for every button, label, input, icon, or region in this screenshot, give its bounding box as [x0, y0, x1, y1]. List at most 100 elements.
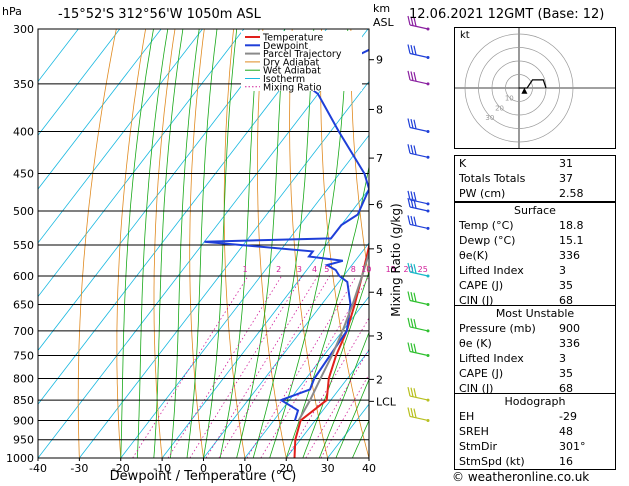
hodograph-ring: [464, 33, 574, 143]
wind-barb: [407, 407, 430, 422]
km-tick-label: LCL: [376, 395, 397, 408]
wind-barb-flag: [407, 44, 411, 54]
wind-barb-flag: [407, 215, 411, 225]
wind-barb-staff: [409, 326, 429, 332]
mixing-ratio-label: 4: [312, 265, 317, 274]
wind-barb-flag: [410, 342, 414, 353]
wind-barb-flag: [410, 291, 414, 302]
mixing-ratio-axis-label: Mixing Ratio (g/kg): [389, 203, 403, 316]
km-tick-label: 8: [376, 103, 383, 116]
hodograph-row: StmSpd (kt) 16: [459, 455, 573, 468]
x-tick-label: 10: [238, 462, 252, 475]
profiles: [204, 48, 369, 458]
km-tick-label: 7: [376, 152, 383, 165]
wind-barb-dot: [426, 398, 430, 402]
wind-barb-dot: [426, 418, 430, 422]
wind-barb-flag: [413, 191, 417, 202]
wind-barb-flag: [410, 215, 414, 226]
wind-barb-staff: [409, 395, 429, 401]
wind-barb-staff: [409, 52, 429, 59]
x-tick-label: -30: [70, 462, 88, 475]
dry-adiabat-line: [350, 29, 369, 281]
wind-barb: [407, 118, 430, 134]
wind-barb-flag: [407, 70, 411, 81]
most-unstable-row: CIN (J) 68: [459, 382, 573, 395]
wet-adiabat-line: [153, 29, 184, 458]
mixing-ratio-label: 10: [361, 265, 371, 274]
wind-barb-flag: [410, 144, 414, 155]
wind-barb-flag: [410, 71, 414, 81]
most-unstable-row: CAPE (J) 35: [459, 367, 573, 380]
wind-barb: [407, 44, 430, 60]
x-tick-label: 20: [279, 462, 293, 475]
wind-barb-flag: [413, 17, 417, 27]
wind-barb-dot: [426, 56, 430, 60]
wet-adiabat-line: [302, 270, 369, 458]
wet-adiabat-line: [269, 29, 349, 458]
hodograph-row: EH -29: [459, 410, 577, 423]
mixing-ratio-label: 1: [243, 265, 248, 274]
wind-barb-staff: [409, 350, 429, 357]
legend-background: [241, 31, 362, 91]
index-row-k: K 31: [459, 157, 573, 170]
wet-adiabat-line: [203, 29, 238, 458]
km-tick-label: 5: [376, 243, 383, 256]
pressure-tick-label: 300: [13, 23, 34, 36]
hodograph-table: Hodograph EH -29 SREH 48 StmDir 301° StmSpd…: [454, 393, 616, 470]
mixing-ratio-label: 5: [324, 265, 329, 274]
pressure-tick-label: 750: [13, 349, 34, 362]
wind-barb-staff: [409, 152, 429, 158]
surface-row: θe(K) 336: [459, 249, 580, 262]
series-dewpoint: [204, 48, 369, 421]
pressure-tick-label: 1000: [6, 452, 34, 465]
surface-row: Dewp (°C) 15.1: [459, 234, 584, 247]
mixing-ratio-label: 15: [386, 265, 396, 274]
wind-barb-staff: [409, 199, 429, 205]
x-tick-label: -40: [29, 462, 47, 475]
dry-adiabat-line: [256, 29, 287, 458]
wind-barb-staff: [409, 206, 429, 212]
wind-barb-flag: [407, 118, 411, 128]
datetime-title: 12.06.2021 12GMT (Base: 12): [409, 7, 605, 22]
mixing-ratio-line: [246, 275, 357, 458]
dry-adiabat-line: [77, 29, 117, 458]
index-row-totals: Totals Totals 37: [459, 172, 573, 185]
km-tick-label: 4: [376, 286, 383, 299]
hodograph-table-title: Hodograph: [504, 395, 566, 408]
legend-label: Isotherm: [263, 74, 305, 85]
hodograph-ring: [505, 74, 533, 102]
wind-barb-flag: [413, 119, 417, 129]
wind-barb-flag: [407, 262, 411, 273]
wind-barb-flag: [407, 144, 411, 154]
wind-barb-flag: [413, 199, 417, 209]
wind-barb-flag: [410, 44, 414, 55]
wind-barb-flag: [413, 343, 417, 353]
wet-adiabat-line: [170, 29, 200, 458]
km-tick-label: 6: [376, 199, 383, 212]
dry-adiabat-line: [153, 29, 176, 458]
wet-adiabat-line: [136, 29, 169, 458]
wind-barb-flag: [407, 291, 411, 301]
isotherm-line: [38, 29, 162, 190]
most-unstable-row: θe (K) 336: [459, 337, 580, 350]
wet-adiabat-line: [252, 29, 315, 458]
x-axis-label: Dewpoint / Temperature (°C): [110, 469, 297, 484]
asl-label: ASL: [373, 16, 394, 29]
most-unstable-row: Lifted Index 3: [459, 352, 566, 365]
wind-barb-dot: [426, 130, 430, 134]
legend-label: Parcel Trajectory: [263, 49, 342, 60]
hodograph-row: SREH 48: [459, 425, 573, 438]
wind-barb-dot: [426, 274, 430, 278]
wind-barb-dot: [426, 155, 430, 159]
wind-barb-dot: [426, 209, 430, 213]
wind-barb-flag: [413, 408, 417, 418]
wind-barb-flag: [407, 190, 411, 200]
dry-adiabat-line: [223, 29, 246, 458]
pressure-tick-label: 900: [13, 414, 34, 427]
series-parcel-trajectory: [297, 249, 369, 421]
legend-label: Dewpoint: [263, 41, 308, 52]
